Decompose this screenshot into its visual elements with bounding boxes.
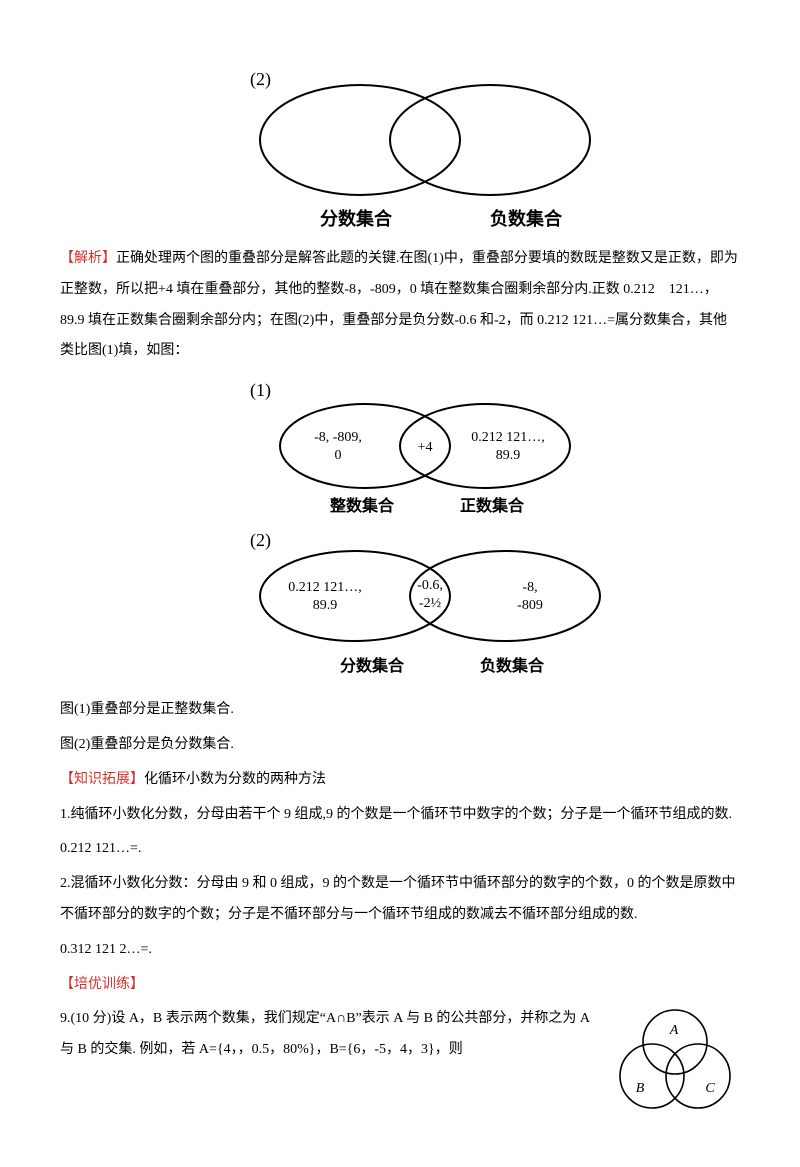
fig2-right-text2: -809 bbox=[517, 598, 543, 613]
triple-venn-label-b: B bbox=[636, 1081, 645, 1096]
fig2-right-text1: -8, bbox=[522, 580, 537, 595]
fig2-left-text1: 0.212 121…, bbox=[288, 580, 362, 595]
fig2-overlap1: -0.6, bbox=[417, 578, 443, 593]
train-heading-block: 【培优训练】 bbox=[60, 970, 740, 1001]
extend-title: 化循环小数为分数的两种方法 bbox=[144, 772, 326, 787]
analysis-block: 【解析】正确处理两个图的重叠部分是解答此题的关键.在图(1)中，重叠部分要填的数… bbox=[60, 244, 740, 367]
fig1-label-right: 正数集合 bbox=[460, 496, 525, 515]
analysis-heading: 【解析】 bbox=[60, 251, 116, 266]
fig1-right-text1: 0.212 121…, bbox=[471, 430, 545, 445]
diagram1-left-label: 分数集合 bbox=[320, 208, 393, 229]
extend-p2: 2.混循环小数化分数：分母由 9 和 0 组成，9 的个数是一个循环节中循环部分… bbox=[60, 869, 740, 931]
analysis-text: 正确处理两个图的重叠部分是解答此题的关键.在图(1)中，重叠部分要填的数既是整数… bbox=[60, 251, 738, 358]
triple-venn-figure: A B C bbox=[610, 1004, 740, 1127]
fig1-label-left: 整数集合 bbox=[329, 496, 395, 515]
triple-venn-label-a: A bbox=[669, 1023, 679, 1038]
diagram1-index: (2) bbox=[250, 69, 271, 90]
fig1-overlap: +4 bbox=[418, 440, 433, 455]
post-line-2: 图(2)重叠部分是负分数集合. bbox=[60, 730, 740, 761]
triple-venn-circle-a bbox=[643, 1010, 707, 1074]
fig1-left-text1: -8, -809, bbox=[314, 430, 362, 445]
fig1-right-text2: 89.9 bbox=[496, 448, 521, 463]
fig2-label-left: 分数集合 bbox=[340, 656, 405, 675]
extend-p2b: 0.312 121 2…=. bbox=[60, 935, 740, 966]
venn-diagram-problem-2: (2) 分数集合 负数集合 bbox=[60, 60, 740, 240]
triple-venn-label-c: C bbox=[705, 1081, 715, 1096]
diagram2-index2: (2) bbox=[250, 530, 271, 551]
post-line-1: 图(1)重叠部分是正整数集合. bbox=[60, 695, 740, 726]
extend-block: 【知识拓展】化循环小数为分数的两种方法 bbox=[60, 765, 740, 796]
triple-venn-circle-c bbox=[666, 1044, 730, 1108]
venn-left-ellipse bbox=[260, 85, 460, 195]
fig2-label-right: 负数集合 bbox=[480, 656, 545, 675]
triple-venn-svg: A B C bbox=[610, 1004, 740, 1114]
extend-p1b: 0.212 121…=. bbox=[60, 834, 740, 865]
fig1-left-text2: 0 bbox=[335, 448, 342, 463]
fig2-overlap2: -2½ bbox=[419, 596, 441, 611]
diagram2-index1: (1) bbox=[250, 380, 271, 401]
venn-svg-filled: (1) -8, -809, 0 +4 0.212 121…, 89.9 整数集合… bbox=[190, 371, 610, 691]
extend-p1: 1.纯循环小数化分数，分母由若干个 9 组成,9 的个数是一个循环节中数字的个数… bbox=[60, 800, 740, 831]
venn-svg-empty: (2) 分数集合 负数集合 bbox=[190, 60, 610, 240]
diagram1-right-label: 负数集合 bbox=[490, 208, 563, 229]
extend-heading: 【知识拓展】 bbox=[60, 772, 144, 787]
train-heading: 【培优训练】 bbox=[60, 977, 144, 992]
venn-right-ellipse bbox=[390, 85, 590, 195]
venn-diagrams-solution: (1) -8, -809, 0 +4 0.212 121…, 89.9 整数集合… bbox=[60, 371, 740, 691]
fig2-left-text2: 89.9 bbox=[313, 598, 338, 613]
